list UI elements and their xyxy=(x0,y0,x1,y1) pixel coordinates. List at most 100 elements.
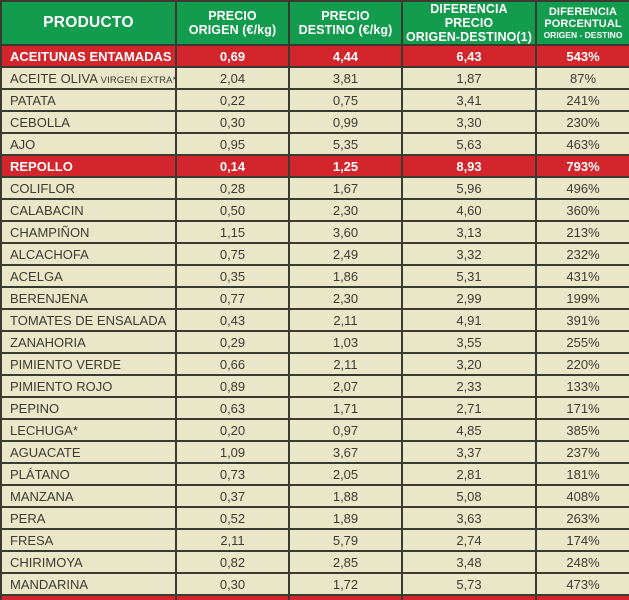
product-name: PERA xyxy=(10,510,46,526)
cell-diferencia-precio: 2,74 xyxy=(401,528,537,552)
cell-producto: CEBOLLA xyxy=(0,110,177,134)
cell-producto: CALABACIN xyxy=(0,198,177,222)
cell-precio-origen: 0,30 xyxy=(175,110,290,134)
cell-diferencia-precio: 1,87 xyxy=(401,66,537,90)
cell-diferencia-porcentual: 220% xyxy=(535,352,629,376)
cell-diferencia-porcentual: 213% xyxy=(535,220,629,244)
cell-precio-origen: 0,30 xyxy=(175,572,290,596)
cell-producto: MANDARINA xyxy=(0,572,177,596)
table-row: AGUACATE 1,09 3,67 3,37 237% xyxy=(0,440,629,464)
cell-precio-origen: 0,89 xyxy=(175,374,290,398)
column-header-precio-origen: PRECIO ORIGEN (€/kg) xyxy=(175,0,290,46)
cell-precio-origen: 0,75 xyxy=(175,242,290,266)
cell-diferencia-porcentual: 255% xyxy=(535,330,629,354)
product-name: PEPINO xyxy=(10,400,60,416)
cell-precio-destino: 1,32 xyxy=(288,594,403,600)
product-name: FRESA xyxy=(10,532,54,548)
cell-producto: PEPINO xyxy=(0,396,177,420)
cell-precio-origen: 0,28 xyxy=(175,176,290,200)
cell-precio-origen: 0,37 xyxy=(175,484,290,508)
product-name: ZANAHORIA xyxy=(10,334,86,350)
cell-precio-origen: 0,22 xyxy=(175,88,290,112)
table-header: PRODUCTO PRECIO ORIGEN (€/kg) PRECIO DESTINO… xyxy=(0,0,629,46)
cell-diferencia-precio: 2,81 xyxy=(401,462,537,486)
cell-diferencia-precio: 3,48 xyxy=(401,550,537,574)
cell-diferencia-precio: 3,13 xyxy=(401,220,537,244)
product-name: PIMIENTO VERDE xyxy=(10,356,122,372)
cell-diferencia-porcentual: 408% xyxy=(535,484,629,508)
cell-diferencia-porcentual: 385% xyxy=(535,418,629,442)
product-name: BERENJENA xyxy=(10,290,89,306)
cell-diferencia-porcentual: 232% xyxy=(535,242,629,266)
table-row: ACELGA 0,35 1,86 5,31 431% xyxy=(0,264,629,288)
cell-diferencia-precio: 3,30 xyxy=(401,110,537,134)
product-name: MANZANA xyxy=(10,488,74,504)
cell-precio-destino: 2,30 xyxy=(288,286,403,310)
cell-precio-destino: 2,11 xyxy=(288,308,403,332)
cell-precio-destino: 2,07 xyxy=(288,374,403,398)
cell-diferencia-precio: 3,41 xyxy=(401,88,537,112)
cell-diferencia-porcentual: 133% xyxy=(535,374,629,398)
header-row: PRODUCTO PRECIO ORIGEN (€/kg) PRECIO DESTINO… xyxy=(0,0,629,46)
cell-diferencia-precio: 2,99 xyxy=(401,286,537,310)
cell-precio-origen: 0,43 xyxy=(175,308,290,332)
table-row: LECHUGA* 0,20 0,97 4,85 385% xyxy=(0,418,629,442)
product-name: AGUACATE xyxy=(10,444,81,460)
table-row: MANDARINA 0,30 1,72 5,73 473% xyxy=(0,572,629,596)
cell-diferencia-porcentual: 248% xyxy=(535,550,629,574)
cell-precio-origen: 0,35 xyxy=(175,264,290,288)
cell-diferencia-precio: 8,93 xyxy=(401,154,537,178)
cell-diferencia-precio: 3,55 xyxy=(401,330,537,354)
product-name: REPOLLO xyxy=(10,158,73,174)
cell-diferencia-precio: 5,96 xyxy=(401,176,537,200)
cell-producto: ZANAHORIA xyxy=(0,330,177,354)
cell-diferencia-precio: 5,63 xyxy=(401,132,537,156)
table-row: BERENJENA 0,77 2,30 2,99 199% xyxy=(0,286,629,310)
cell-precio-destino: 1,88 xyxy=(288,484,403,508)
cell-producto: ACEITUNAS ENTAMADAS xyxy=(0,44,177,68)
cell-diferencia-porcentual: 391% xyxy=(535,308,629,332)
cell-precio-destino: 5,35 xyxy=(288,132,403,156)
cell-diferencia-porcentual: 543% xyxy=(535,44,629,68)
product-name: CEBOLLA xyxy=(10,114,70,130)
cell-diferencia-precio: 2,71 xyxy=(401,396,537,420)
cell-precio-destino: 1,71 xyxy=(288,396,403,420)
table-row: PLÁTANO 0,73 2,05 2,81 181% xyxy=(0,462,629,486)
product-name: AJO xyxy=(10,136,36,152)
cell-diferencia-precio: 4,91 xyxy=(401,308,537,332)
product-name: ACELGA xyxy=(10,268,63,284)
cell-producto: REPOLLO xyxy=(0,154,177,178)
table-row: PIMIENTO ROJO 0,89 2,07 2,33 133% xyxy=(0,374,629,398)
table-row: PIMIENTO VERDE 0,66 2,11 3,20 220% xyxy=(0,352,629,376)
cell-diferencia-precio: 5,31 xyxy=(401,264,537,288)
cell-diferencia-precio: 2,33 xyxy=(401,374,537,398)
table-row: ACEITUNAS ENTAMADAS 0,69 4,44 6,43 543% xyxy=(0,44,629,68)
cell-diferencia-porcentual: 230% xyxy=(535,110,629,134)
cell-precio-destino: 4,44 xyxy=(288,44,403,68)
cell-precio-destino: 1,03 xyxy=(288,330,403,354)
product-name: COLIFLOR xyxy=(10,180,76,196)
cell-precio-destino: 0,97 xyxy=(288,418,403,442)
table-row: CEBOLLA 0,30 0,99 3,30 230% xyxy=(0,110,629,134)
table-body: ACEITUNAS ENTAMADAS 0,69 4,44 6,43 543% ACEIT… xyxy=(0,44,629,600)
cell-producto: COLIFLOR xyxy=(0,176,177,200)
product-name: ACEITE OLIVA xyxy=(10,70,98,86)
cell-diferencia-porcentual: 431% xyxy=(535,264,629,288)
cell-precio-destino: 2,49 xyxy=(288,242,403,266)
cell-precio-origen: 1,09 xyxy=(175,440,290,464)
table-row: ALCACHOFA 0,75 2,49 3,32 232% xyxy=(0,242,629,266)
cell-precio-origen: 0,63 xyxy=(175,396,290,420)
table-row: PERA 0,52 1,89 3,63 263% xyxy=(0,506,629,530)
cell-producto: ACELGA xyxy=(0,264,177,288)
cell-diferencia-precio: 5,08 xyxy=(401,484,537,508)
cell-precio-destino: 3,67 xyxy=(288,440,403,464)
cell-diferencia-porcentual: 237% xyxy=(535,440,629,464)
cell-precio-origen: 0,14 xyxy=(175,154,290,178)
cell-precio-destino: 2,30 xyxy=(288,198,403,222)
cell-producto: PIMIENTO ROJO xyxy=(0,374,177,398)
table-row: FRESA 2,11 5,79 2,74 174% xyxy=(0,528,629,552)
table-row: AJO 0,95 5,35 5,63 463% xyxy=(0,132,629,156)
cell-precio-destino: 2,85 xyxy=(288,550,403,574)
table-row: REPOLLO 0,14 1,25 8,93 793% xyxy=(0,154,629,178)
